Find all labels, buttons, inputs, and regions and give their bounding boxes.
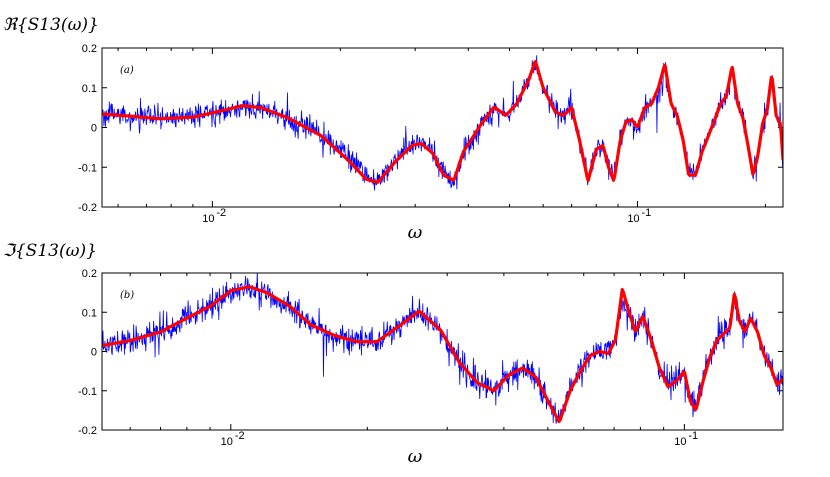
panel-a-xtick-exponent: -1 [641,207,651,219]
panel-a-ytick-label: -0.2 [78,202,97,214]
panel-b-ytick-label: -0.2 [78,425,97,437]
panel-b-ytick-label: -0.1 [78,386,97,398]
panel-a-xtick-exponent: -2 [216,207,226,219]
panel-a-xlabel: ω [408,222,423,243]
panel-a-xtick-label: 10 [627,213,639,225]
panel-b-xtick-label: 10 [221,436,233,448]
panel-b-xlabel: ω [408,446,423,467]
panel-b-axes-border [101,272,784,431]
panel-b-ytick-label: 0 [91,347,97,359]
panel-a-ytick-label: 0.1 [82,83,97,95]
panel-b-axes-frame [101,272,784,431]
panel-b-series-data [102,273,783,424]
panel-a-xtick-label: 10 [202,213,214,225]
chart-panel-b: ℑ{S13(ω)}0.20.10-0.1-0.210 -2 10 -1ω(b) [3,241,784,467]
panel-b-series-fit [102,285,783,424]
panel-a-ytick-label: -0.1 [78,162,97,174]
panel-b-xtick-exponent: -2 [235,430,245,442]
panel-a-ytick-label: 0.2 [82,43,97,55]
panel-b-ytick-label: 0.2 [82,268,97,280]
panel-a-tag: (a) [120,65,134,76]
panel-a-title: ℜ{S13(ω)} [3,15,99,35]
panel-b-xtick-exponent: -1 [688,430,698,442]
panel-b-ytick-label: 0.1 [82,307,97,319]
panel-b-xtick-label: 10 [674,436,686,448]
panel-a-series-fit [102,60,783,184]
panel-a-axes-border [101,47,784,208]
panel-b-title: ℑ{S13(ω)} [3,241,97,261]
panel-b-tag: (b) [120,290,134,301]
panel-a-ytick-label: 0 [91,123,97,135]
chart-panel-a: ℜ{S13(ω)}0.20.10-0.1-0.210 -2 10 -1ω(a) [3,15,784,243]
